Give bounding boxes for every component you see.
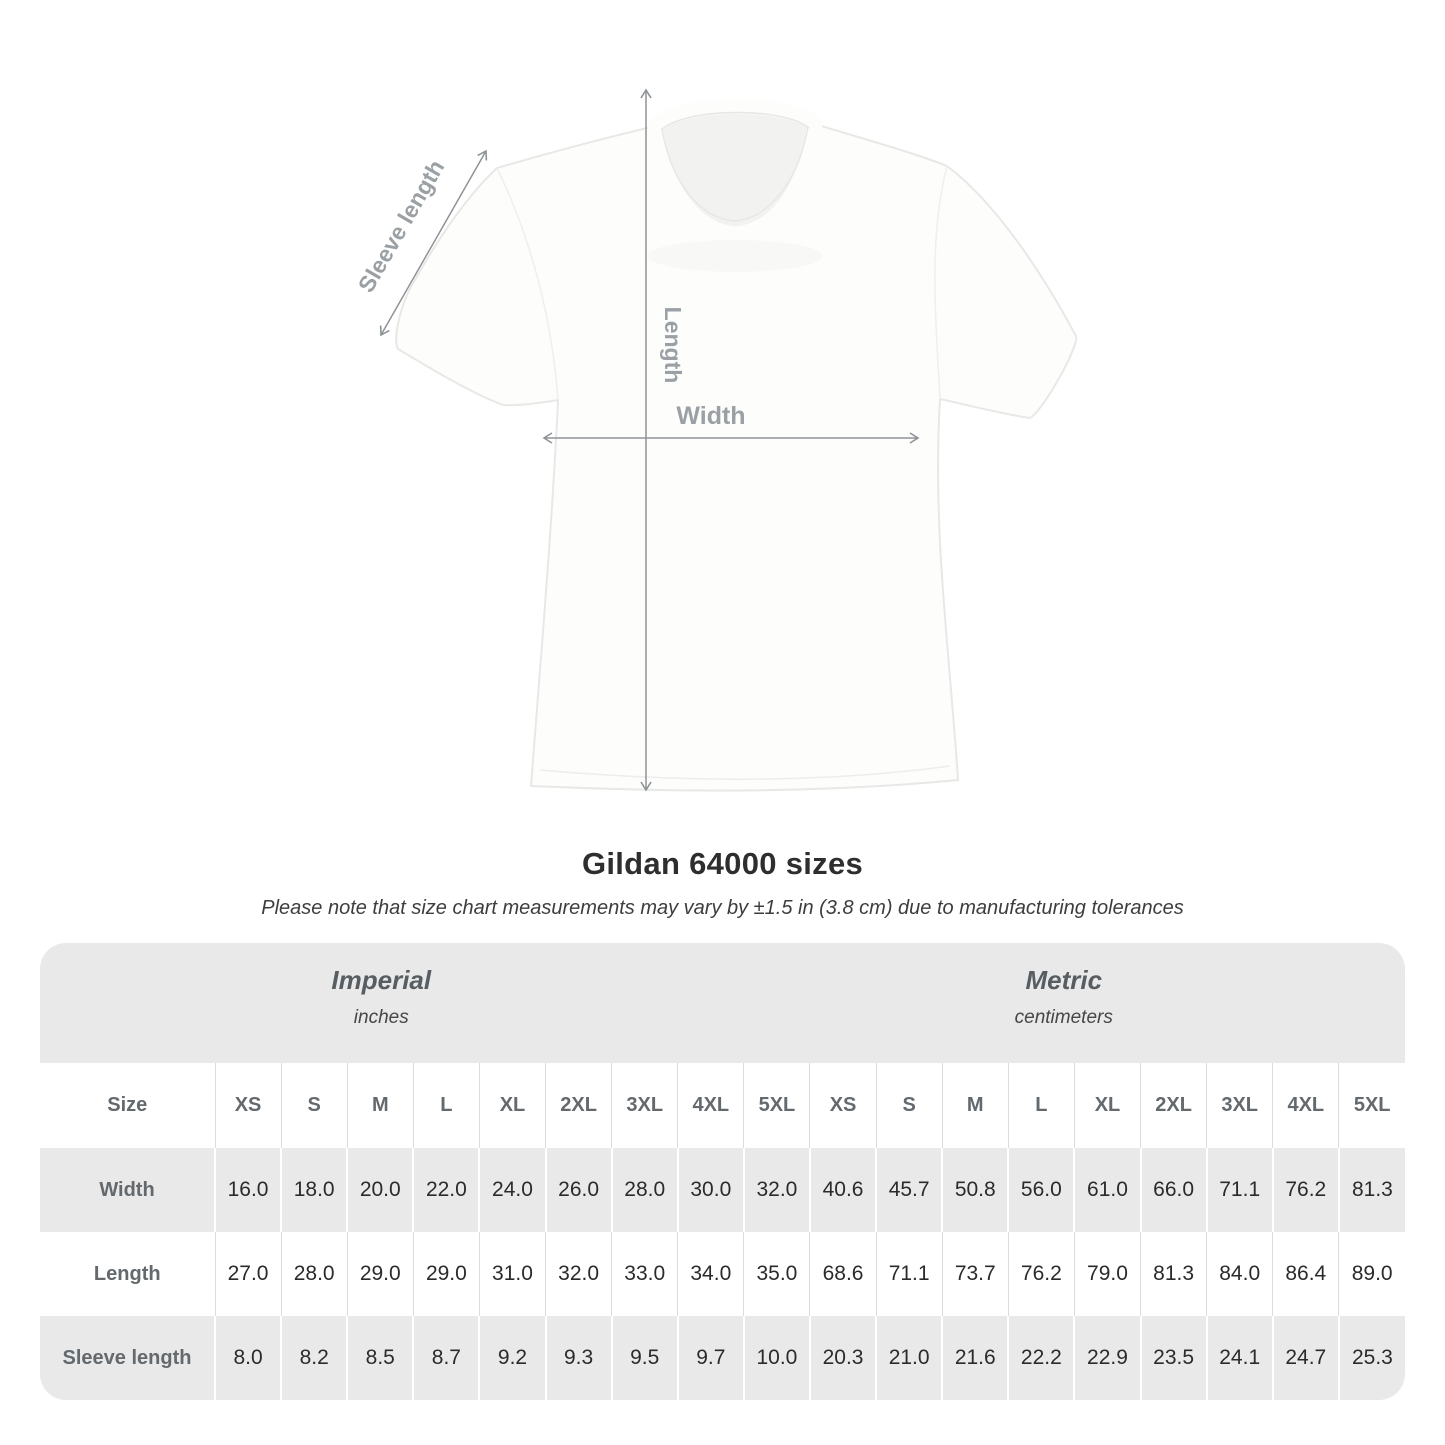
value-cell: 22.0 <box>412 1148 480 1232</box>
metric-unit: centimeters <box>1014 1007 1113 1028</box>
value-cell: 28.0 <box>610 1148 678 1232</box>
size-col-header: 4XL <box>677 1063 744 1148</box>
value-cell: 28.0 <box>280 1232 348 1316</box>
size-header-label: Size <box>107 1094 148 1116</box>
size-col-header: 3XL <box>611 1063 678 1148</box>
width-label: Width <box>676 402 745 430</box>
value-cell: 71.1 <box>1205 1148 1273 1232</box>
value-cell: 68.6 <box>809 1232 877 1316</box>
value-cell: 24.1 <box>1205 1316 1273 1400</box>
size-col-header: 4XL <box>1272 1063 1339 1148</box>
table-row-width: Width 16.0 18.0 20.0 22.0 24.0 26.0 28.0… <box>40 1148 1405 1232</box>
value-cell: 56.0 <box>1007 1148 1075 1232</box>
value-cell: 20.0 <box>346 1148 414 1232</box>
size-col-header: M <box>346 1063 414 1148</box>
measurements-table: Size XS S M L XL 2XL 3XL 4XL 5XL XS S M … <box>40 1063 1405 1400</box>
value-cell: 8.2 <box>280 1316 348 1400</box>
value-cell: 21.6 <box>941 1316 1009 1400</box>
size-col-header: 2XL <box>1140 1063 1207 1148</box>
value-cell: 10.0 <box>742 1316 810 1400</box>
size-header-row: Size XS S M L XL 2XL 3XL 4XL 5XL XS S M … <box>40 1063 1405 1148</box>
value-cell: 25.3 <box>1337 1316 1405 1400</box>
value-cell: 8.7 <box>412 1316 480 1400</box>
value-cell: 32.0 <box>742 1148 810 1232</box>
value-cell: 32.0 <box>545 1232 612 1316</box>
sleeve-length-arrow <box>379 149 488 337</box>
value-cell: 8.5 <box>346 1316 414 1400</box>
tolerance-note: Please note that size chart measurements… <box>261 897 1184 919</box>
row-label: Sleeve length <box>62 1346 192 1369</box>
value-cell: 9.3 <box>544 1316 612 1400</box>
value-cell: 9.2 <box>478 1316 546 1400</box>
value-cell: 26.0 <box>544 1148 612 1232</box>
unit-group-header: Imperial inches Metric centimeters <box>40 943 1405 1063</box>
length-label: Length <box>660 307 686 384</box>
value-cell: 29.0 <box>346 1232 414 1316</box>
metric-group-header: Metric centimeters <box>723 943 1406 1063</box>
size-col-header: S <box>875 1063 943 1148</box>
size-col-header: XL <box>1073 1063 1141 1148</box>
metric-title: Metric <box>1025 965 1103 995</box>
value-cell: 86.4 <box>1272 1232 1339 1316</box>
size-col-header: L <box>1007 1063 1075 1148</box>
value-cell: 61.0 <box>1073 1148 1141 1232</box>
table-row-sleeve-length: Sleeve length 8.0 8.2 8.5 8.7 9.2 9.3 9.… <box>40 1316 1405 1400</box>
value-cell: 29.0 <box>412 1232 480 1316</box>
value-cell: 89.0 <box>1338 1232 1405 1316</box>
size-col-header: M <box>941 1063 1009 1148</box>
value-cell: 34.0 <box>677 1232 744 1316</box>
value-cell: 24.0 <box>478 1148 546 1232</box>
value-cell: 40.6 <box>808 1148 877 1232</box>
value-cell: 71.1 <box>875 1232 943 1316</box>
value-cell: 20.3 <box>808 1316 877 1400</box>
value-cell: 66.0 <box>1139 1148 1207 1232</box>
value-cell: 21.0 <box>875 1316 943 1400</box>
imperial-title: Imperial <box>331 965 432 995</box>
value-cell: 18.0 <box>280 1148 348 1232</box>
value-cell: 81.3 <box>1337 1148 1405 1232</box>
value-cell: 31.0 <box>478 1232 546 1316</box>
size-col-header: S <box>280 1063 348 1148</box>
value-cell: 81.3 <box>1140 1232 1207 1316</box>
value-cell: 76.2 <box>1007 1232 1075 1316</box>
size-table: Imperial inches Metric centimeters Size … <box>40 943 1405 1400</box>
value-cell: 23.5 <box>1139 1316 1207 1400</box>
tshirt-image <box>395 98 1078 792</box>
size-col-header: L <box>412 1063 480 1148</box>
size-col-header: 5XL <box>743 1063 810 1148</box>
value-cell: 76.2 <box>1271 1148 1339 1232</box>
value-cell: 73.7 <box>941 1232 1009 1316</box>
value-cell: 8.0 <box>213 1316 282 1400</box>
value-cell: 33.0 <box>611 1232 678 1316</box>
size-col-header: XS <box>214 1063 282 1148</box>
value-cell: 9.5 <box>610 1316 678 1400</box>
value-cell: 22.2 <box>1007 1316 1075 1400</box>
value-cell: 45.7 <box>875 1148 943 1232</box>
value-cell: 27.0 <box>214 1232 282 1316</box>
value-cell: 22.9 <box>1073 1316 1141 1400</box>
value-cell: 30.0 <box>676 1148 744 1232</box>
size-col-header: 5XL <box>1338 1063 1405 1148</box>
imperial-group-header: Imperial inches <box>40 943 723 1063</box>
tshirt-measurement-figure: Sleeve length Length Width <box>353 88 1078 792</box>
value-cell: 16.0 <box>213 1148 282 1232</box>
imperial-unit: inches <box>353 1007 409 1028</box>
value-cell: 79.0 <box>1073 1232 1141 1316</box>
size-col-header: XS <box>809 1063 877 1148</box>
size-col-header: 3XL <box>1206 1063 1273 1148</box>
value-cell: 9.7 <box>676 1316 744 1400</box>
value-cell: 50.8 <box>941 1148 1009 1232</box>
size-col-header: XL <box>478 1063 546 1148</box>
table-row-length: Length 27.0 28.0 29.0 29.0 31.0 32.0 33.… <box>40 1232 1405 1316</box>
row-label: Width <box>99 1178 155 1201</box>
page-title: Gildan 64000 sizes <box>581 846 864 881</box>
size-col-header: 2XL <box>545 1063 612 1148</box>
row-label: Length <box>93 1262 161 1285</box>
value-cell: 84.0 <box>1206 1232 1273 1316</box>
value-cell: 35.0 <box>743 1232 810 1316</box>
value-cell: 24.7 <box>1271 1316 1339 1400</box>
